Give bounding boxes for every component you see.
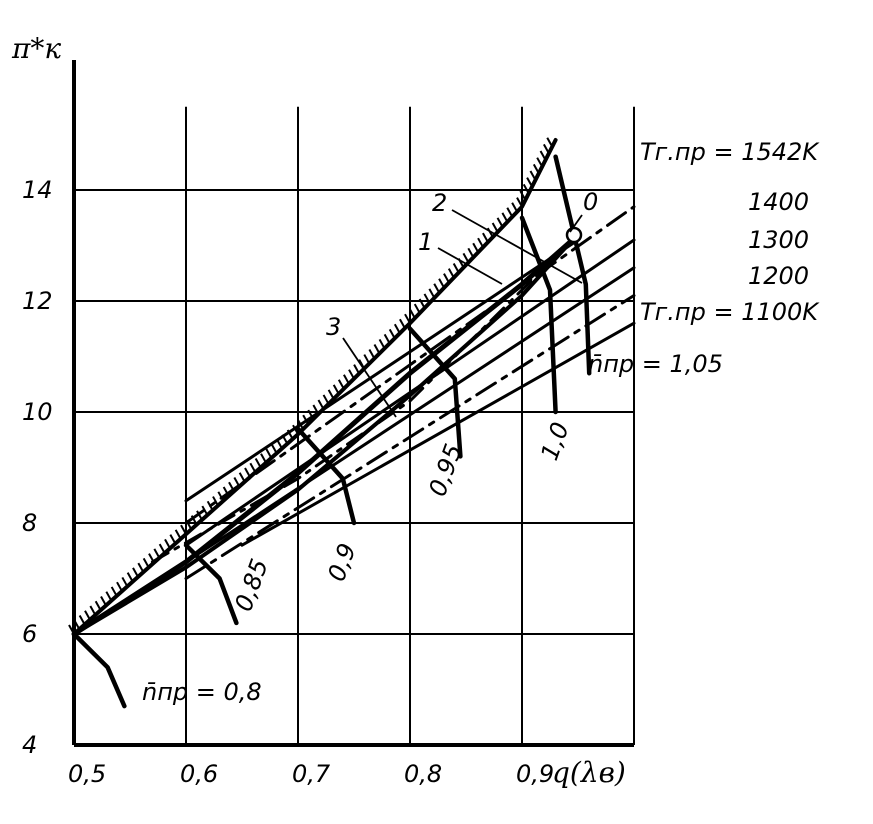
speed-label-095: 0,95 bbox=[423, 440, 468, 500]
annotation-2: 2 bbox=[432, 189, 447, 217]
y-tick-label: 10 bbox=[22, 398, 53, 426]
operating-line-1 bbox=[71, 237, 575, 637]
annotation-3: 3 bbox=[326, 313, 341, 341]
x-tick-label: 0,7 bbox=[292, 760, 331, 788]
y-tick-label: 14 bbox=[22, 176, 53, 204]
temp-label-1400: 1400 bbox=[748, 188, 809, 216]
y-tick-label: 4 bbox=[22, 731, 37, 759]
annotation-0: 0 bbox=[583, 188, 598, 216]
speed-line-08 bbox=[71, 631, 127, 709]
leader-2 bbox=[451, 209, 583, 284]
x-tick-label: 0,8 bbox=[404, 760, 442, 788]
temp-label-1542: Tг.пр = 1542K bbox=[640, 138, 820, 166]
y-axis-label: π*к bbox=[11, 32, 61, 65]
speed-label-09: 0,9 bbox=[322, 540, 361, 585]
operating-line-2 bbox=[72, 238, 575, 636]
speed-line-10 bbox=[519, 215, 558, 415]
surge-hatch bbox=[68, 137, 554, 635]
speed-line-105 bbox=[553, 154, 592, 376]
temp-label-1100: Tг.пр = 1100K bbox=[640, 298, 820, 326]
y-tick-labels: 4 6 8 10 12 14 bbox=[22, 176, 53, 759]
temp-label-1200: 1200 bbox=[748, 262, 809, 290]
temp-label-1300: 1300 bbox=[748, 226, 809, 254]
surge-boundary bbox=[72, 138, 558, 636]
speed-line-095 bbox=[407, 326, 463, 459]
axes bbox=[72, 60, 634, 747]
leader-1 bbox=[437, 247, 503, 285]
y-tick-label: 12 bbox=[22, 287, 53, 315]
speed-label-105: n̄пр = 1,05 bbox=[588, 350, 723, 378]
speed-label-10: 1,0 bbox=[535, 419, 574, 464]
temperature-line-1200 bbox=[184, 266, 636, 564]
x-axis-label: q(λв) bbox=[552, 756, 626, 789]
temperature-line-1150 bbox=[184, 294, 636, 580]
x-tick-labels: 0,5 0,6 0,7 0,8 0,9 bbox=[68, 760, 554, 788]
x-tick-label: 0,9 bbox=[516, 760, 554, 788]
x-tick-label: 0,6 bbox=[180, 760, 218, 788]
annotation-leaders bbox=[342, 209, 583, 418]
design-point-marker bbox=[565, 226, 583, 244]
series-group bbox=[71, 138, 636, 709]
temperature-line-1100 bbox=[240, 321, 636, 547]
annotation-1: 1 bbox=[418, 228, 433, 256]
y-tick-label: 8 bbox=[22, 509, 37, 537]
speed-label-08: n̄пр = 0,8 bbox=[142, 678, 262, 706]
x-tick-label: 0,5 bbox=[68, 760, 106, 788]
temperature-line-1400 bbox=[184, 205, 636, 525]
speed-line-09 bbox=[295, 426, 357, 526]
grid bbox=[74, 106, 635, 745]
temperature-line-1300 bbox=[184, 238, 636, 547]
temperature-line-1542 bbox=[184, 238, 580, 503]
operating-line-3 bbox=[150, 238, 574, 564]
leader-0 bbox=[569, 214, 583, 233]
speed-label-085: 0,85 bbox=[229, 555, 274, 615]
speed-line-085 bbox=[183, 542, 239, 626]
y-tick-label: 6 bbox=[22, 620, 37, 648]
leader-3 bbox=[342, 337, 397, 418]
